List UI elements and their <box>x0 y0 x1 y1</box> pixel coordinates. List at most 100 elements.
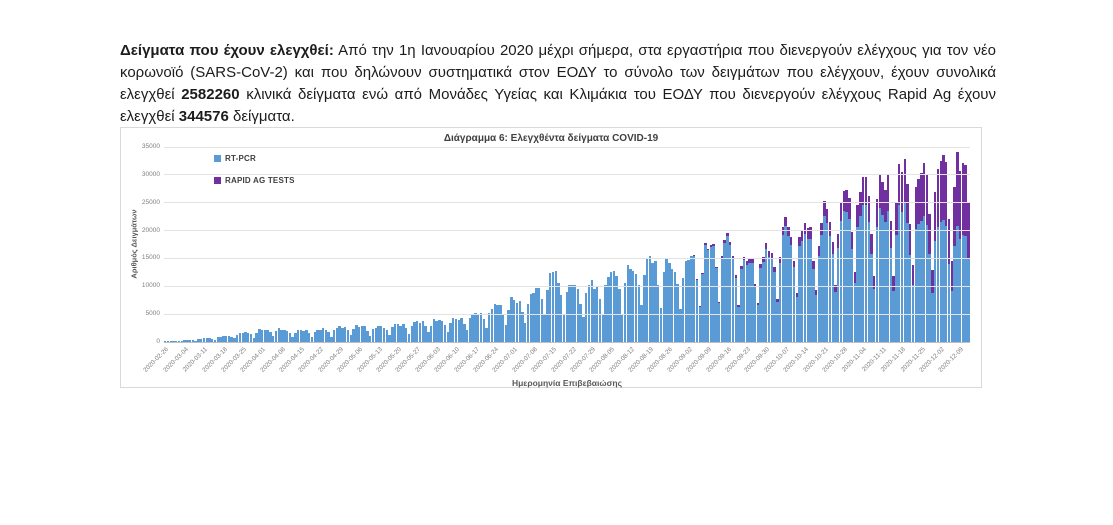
y-axis-title: Αριθμός Δειγμάτων <box>129 209 139 279</box>
stacked-bar <box>848 198 851 342</box>
stacked-bar <box>435 321 438 342</box>
stacked-bar <box>532 292 535 342</box>
x-axis-title: Ημερομηνία Επιβεβαιώσης <box>511 378 623 388</box>
stacked-bar <box>756 303 760 342</box>
plot-area: RT-PCR RAPID AG TESTS 0 5000 10000 15000 200… <box>142 143 970 345</box>
stacked-bar <box>731 255 735 342</box>
stacked-bar <box>737 305 740 342</box>
stacked-bar <box>712 244 715 342</box>
stacked-bar <box>440 321 444 342</box>
rapid-segment <box>723 240 726 243</box>
stacked-bar <box>172 341 175 342</box>
rapid-segment <box>784 217 787 226</box>
stacked-bar <box>956 151 959 342</box>
rapid-segment <box>961 162 965 235</box>
rapid-segment <box>828 221 832 236</box>
stacked-bar <box>961 162 965 342</box>
stacked-bar <box>585 293 588 342</box>
stacked-bar <box>283 330 286 342</box>
y-tick-label: 35000 <box>141 143 160 150</box>
stacked-bar <box>897 164 901 342</box>
stacked-bar <box>238 332 242 342</box>
rapid-segment <box>789 237 793 246</box>
x-axis-ticks: 2020-02-26 2020-03-04 2020-03-11 2020-03-18… <box>143 342 970 380</box>
stacked-bar <box>776 299 779 342</box>
stacked-bar <box>723 240 726 342</box>
stacked-bar <box>648 256 652 342</box>
stacked-bar <box>236 334 239 342</box>
stacked-bar <box>571 285 574 342</box>
stacked-bar <box>490 308 494 342</box>
stacked-bar <box>305 330 308 342</box>
intro-bold-text: 2582260 <box>181 86 240 103</box>
rapid-segment <box>900 171 904 212</box>
gridline <box>164 313 970 315</box>
stacked-bar <box>363 326 366 342</box>
rapid-segment <box>848 198 851 220</box>
rapid-segment <box>881 181 884 215</box>
stacked-bar <box>789 237 793 342</box>
stacked-bar <box>720 255 724 342</box>
rapid-segment <box>795 292 798 297</box>
stacked-bar <box>391 326 394 342</box>
stacked-bar <box>285 330 289 342</box>
rapid-segment <box>950 261 954 292</box>
stacked-bar <box>418 322 422 342</box>
stacked-bar <box>202 338 206 342</box>
stacked-bar <box>878 173 881 342</box>
stacked-bar <box>255 333 258 342</box>
stacked-bar <box>186 340 189 342</box>
gridline <box>164 230 970 232</box>
stacked-bar <box>258 329 261 342</box>
stacked-bar <box>770 252 773 342</box>
rapid-segment <box>817 246 821 257</box>
stacked-bar <box>892 276 895 342</box>
rapid-segment <box>767 251 771 257</box>
stacked-bar <box>446 332 449 342</box>
stacked-bar <box>200 338 203 342</box>
rapid-segment <box>925 175 929 226</box>
rapid-segment <box>892 276 895 292</box>
stacked-bar <box>668 263 671 342</box>
stacked-bar <box>665 258 668 342</box>
stacked-bar <box>684 261 688 342</box>
rapid-segment <box>812 260 815 269</box>
y-tick-label: 20000 <box>141 226 160 234</box>
stacked-bar <box>413 321 416 342</box>
intro-paragraph: Δείγματα που έχουν ελεγχθεί: Από την 1η … <box>120 40 996 128</box>
stacked-bar <box>443 325 447 342</box>
stacked-bar <box>327 331 330 342</box>
stacked-bar <box>867 195 870 342</box>
stacked-bar <box>967 203 970 342</box>
rapid-segment <box>958 171 962 240</box>
stacked-bar <box>831 242 834 342</box>
stacked-bar <box>795 292 798 342</box>
rapid-segment <box>942 155 945 221</box>
stacked-bar <box>249 334 253 342</box>
stacked-bar <box>288 332 292 342</box>
stacked-bar <box>515 303 519 342</box>
rapid-segment <box>853 271 857 283</box>
stacked-bar <box>958 171 962 342</box>
rapid-segment <box>704 243 707 245</box>
stacked-bar <box>175 341 178 342</box>
stacked-bar <box>371 328 375 342</box>
rapid-segment <box>712 244 715 247</box>
rapid-segment <box>856 204 859 227</box>
stacked-bar <box>856 204 859 342</box>
stacked-bar <box>853 271 857 342</box>
stacked-bar <box>806 227 809 342</box>
rapid-segment <box>745 261 749 265</box>
stacked-bar <box>399 325 402 342</box>
stacked-bar <box>645 257 649 342</box>
stacked-bar <box>299 330 303 342</box>
stacked-bar <box>762 256 765 342</box>
rapid-segment <box>831 242 834 255</box>
stacked-bar <box>219 336 222 342</box>
stacked-bar <box>950 261 954 342</box>
stacked-bar <box>197 339 200 342</box>
stacked-bar <box>476 315 480 342</box>
rapid-segment <box>867 195 870 223</box>
rapid-segment <box>740 266 743 270</box>
